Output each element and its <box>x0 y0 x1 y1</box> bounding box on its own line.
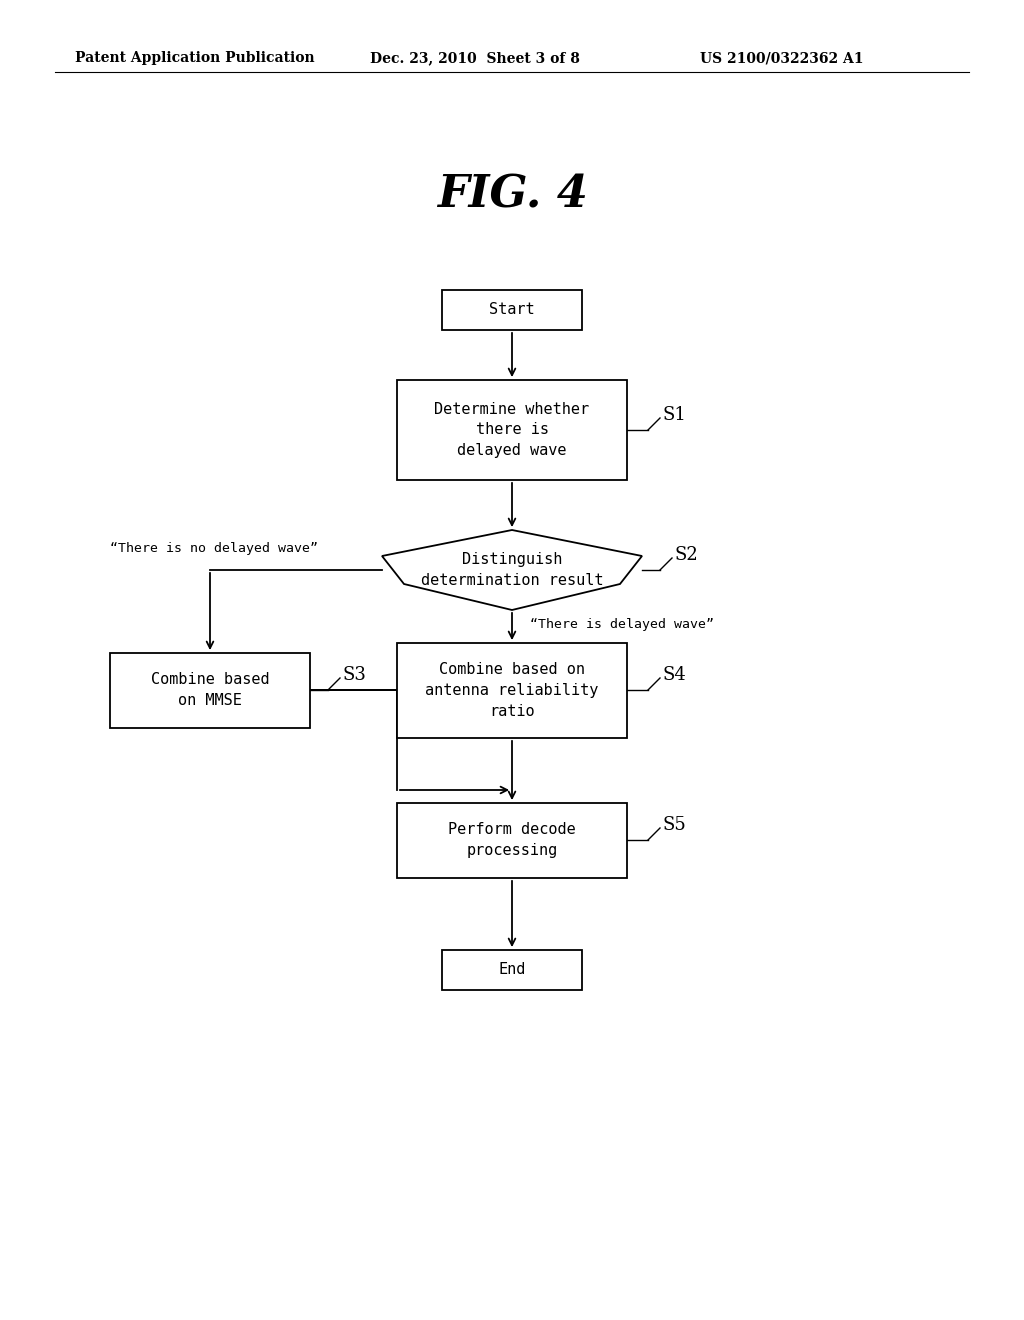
Text: Determine whether
there is
delayed wave: Determine whether there is delayed wave <box>434 401 590 458</box>
Text: Combine based on
antenna reliability
ratio: Combine based on antenna reliability rat… <box>425 661 599 718</box>
Text: FIG. 4: FIG. 4 <box>436 173 588 216</box>
FancyBboxPatch shape <box>442 290 582 330</box>
Bar <box>110 652 310 727</box>
Text: S3: S3 <box>343 667 367 684</box>
Text: Start: Start <box>489 302 535 318</box>
Text: S4: S4 <box>663 667 687 684</box>
FancyBboxPatch shape <box>442 950 582 990</box>
Text: Distinguish
determination result: Distinguish determination result <box>421 552 603 587</box>
Text: Patent Application Publication: Patent Application Publication <box>75 51 314 65</box>
Text: S1: S1 <box>663 407 687 424</box>
Text: Perform decode
processing: Perform decode processing <box>449 822 575 858</box>
Text: Dec. 23, 2010  Sheet 3 of 8: Dec. 23, 2010 Sheet 3 of 8 <box>370 51 580 65</box>
Bar <box>397 643 627 738</box>
Text: US 2100/0322362 A1: US 2100/0322362 A1 <box>700 51 863 65</box>
Text: S5: S5 <box>663 816 687 834</box>
Polygon shape <box>382 531 642 610</box>
Text: S2: S2 <box>675 546 698 564</box>
Text: Combine based
on MMSE: Combine based on MMSE <box>151 672 269 708</box>
Bar <box>397 380 627 480</box>
Text: “There is no delayed wave”: “There is no delayed wave” <box>110 543 318 554</box>
Bar <box>397 803 627 878</box>
Text: End: End <box>499 962 525 978</box>
Text: “There is delayed wave”: “There is delayed wave” <box>530 618 714 631</box>
